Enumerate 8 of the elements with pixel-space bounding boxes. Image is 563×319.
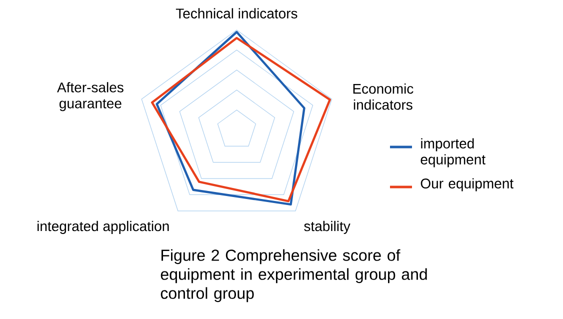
spoke-label: integrated application [38, 220, 169, 234]
legend-label: Our equipment [420, 178, 514, 192]
legend-label: imported equipment [420, 138, 486, 168]
spoke-label: Economic indicators [353, 83, 414, 110]
text: Figure 2 Comprehensive score of equipment in experimental group and control group [160, 249, 427, 302]
spoke-label: After-sales guarantee [57, 82, 124, 112]
spoke-label: stability [304, 220, 350, 234]
spoke-label: Technical indicators [176, 8, 298, 18]
